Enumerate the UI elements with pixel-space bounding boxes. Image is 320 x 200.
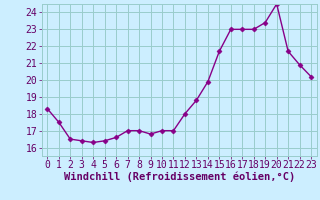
X-axis label: Windchill (Refroidissement éolien,°C): Windchill (Refroidissement éolien,°C) xyxy=(64,172,295,182)
